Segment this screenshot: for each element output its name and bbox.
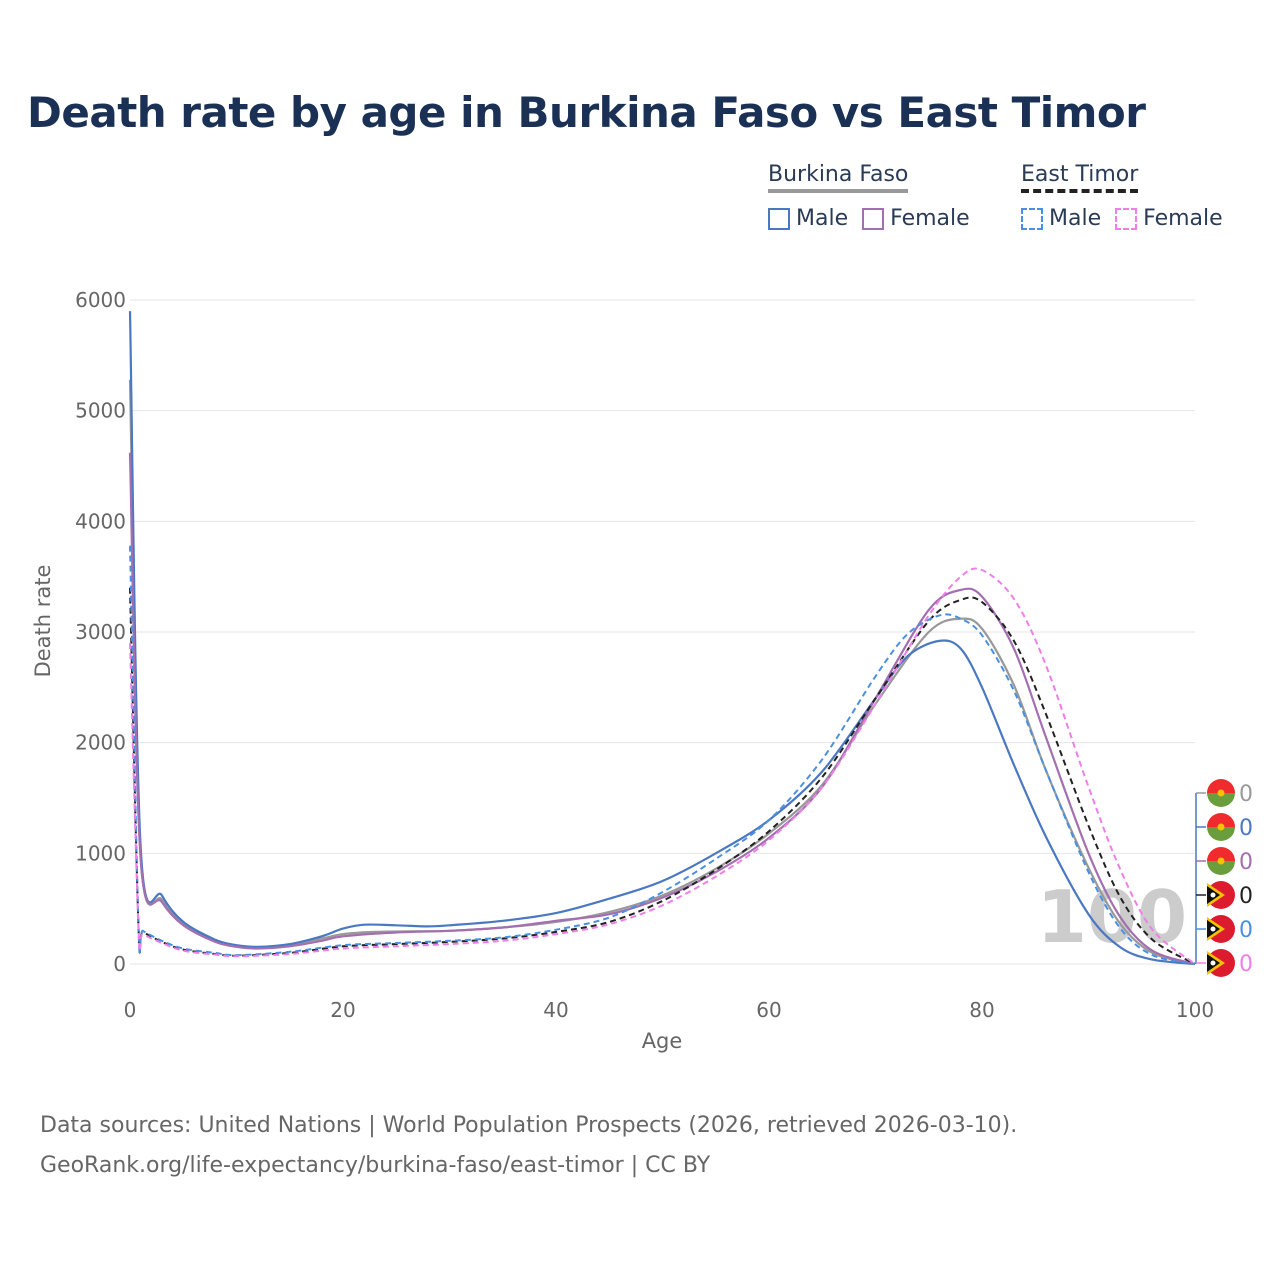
flag-timor-star xyxy=(1210,892,1216,898)
flag-burkina-star xyxy=(1217,823,1225,831)
end-marker-2: 0 xyxy=(1196,847,1253,875)
legend-group-burkina-faso: Burkina Faso Male Female xyxy=(768,162,970,231)
series-line-burkina-faso-female[interactable] xyxy=(128,452,1196,966)
y-tick-label-3000: 3000 xyxy=(75,620,126,644)
y-tick-label-0: 0 xyxy=(113,952,126,976)
legend-swatch-burkina-male xyxy=(768,207,790,230)
legend-label-timor-male: Male xyxy=(1049,206,1102,231)
series-lines xyxy=(128,311,1196,966)
legend-item-timor-male[interactable]: Male xyxy=(1021,206,1101,231)
end-marker-value: 0 xyxy=(1239,884,1253,909)
end-marker-1: 0 xyxy=(1196,813,1253,841)
x-tick-label-40: 40 xyxy=(543,998,568,1022)
end-marker-value: 0 xyxy=(1239,816,1253,841)
x-axis-ticks: 0 20 40 60 80 100 xyxy=(124,998,1214,1022)
legend-item-timor-female[interactable]: Female xyxy=(1115,206,1223,231)
legend-label-burkina-female: Female xyxy=(890,206,970,231)
flag-burkina-red xyxy=(1207,813,1235,827)
end-marker-value: 0 xyxy=(1239,850,1253,875)
footer-link[interactable]: GeoRank.org/life-expectancy/burkina-faso… xyxy=(40,1153,711,1178)
end-markers: 0 0 0 0 0 0 xyxy=(1195,779,1253,977)
y-tick-label-6000: 6000 xyxy=(75,288,126,312)
flag-burkina-star xyxy=(1217,857,1225,865)
legend-items-burkina-faso: Male Female xyxy=(768,206,970,231)
legend-group-east-timor: East Timor Male Female xyxy=(1021,162,1223,231)
series-line-east-timor-male[interactable] xyxy=(129,545,1196,965)
legend-swatch-burkina-female xyxy=(862,207,885,230)
legend-item-burkina-female[interactable]: Female xyxy=(862,206,970,231)
chart-title: Death rate by age in Burkina Faso vs Eas… xyxy=(27,88,1146,137)
x-tick-label-60: 60 xyxy=(756,998,781,1022)
legend-label-timor-female: Female xyxy=(1143,206,1223,231)
flag-burkina-green xyxy=(1207,793,1235,807)
series-line-east-timor-female[interactable] xyxy=(129,567,1196,965)
flag-burkina-green xyxy=(1207,861,1235,875)
flag-burkina-green xyxy=(1207,827,1235,841)
y-axis-title: Death rate xyxy=(31,565,55,678)
flag-timor-star xyxy=(1210,926,1216,932)
y-tick-label-5000: 5000 xyxy=(75,399,126,423)
end-marker-0: 0 xyxy=(1196,779,1253,807)
legend-items-east-timor: Male Female xyxy=(1021,206,1223,231)
footer: Data sources: United Nations | World Pop… xyxy=(40,1106,1017,1186)
x-tick-label-0: 0 xyxy=(124,998,137,1022)
y-tick-label-2000: 2000 xyxy=(75,731,126,755)
flag-burkina-red xyxy=(1207,779,1235,793)
end-marker-value: 0 xyxy=(1239,952,1253,977)
footer-sources: Data sources: United Nations | World Pop… xyxy=(40,1113,1018,1138)
end-marker-3: 0 xyxy=(1196,881,1253,909)
series-line-burkina-faso-male[interactable] xyxy=(128,311,1196,966)
end-marker-value: 0 xyxy=(1239,918,1253,943)
y-tick-label-1000: 1000 xyxy=(75,841,126,865)
grid-lines xyxy=(130,299,1195,965)
series-line-east-timor-total[interactable] xyxy=(129,587,1196,965)
legend-swatch-timor-female xyxy=(1115,207,1138,230)
end-marker-5: 0 xyxy=(1196,949,1253,977)
legend-item-burkina-male[interactable]: Male xyxy=(768,206,848,231)
series-line-burkina-faso-total[interactable] xyxy=(128,379,1196,966)
x-tick-label-20: 20 xyxy=(330,998,355,1022)
x-tick-label-80: 80 xyxy=(969,998,994,1022)
y-axis-ticks: 0 1000 2000 3000 4000 5000 6000 xyxy=(75,288,126,976)
legend-label-burkina-male: Male xyxy=(796,206,849,231)
y-tick-label-4000: 4000 xyxy=(75,509,126,533)
end-marker-value: 0 xyxy=(1239,782,1253,807)
end-marker-4: 0 xyxy=(1196,915,1253,943)
x-axis-title: Age xyxy=(642,1029,683,1053)
x-tick-label-100: 100 xyxy=(1176,998,1214,1022)
flag-burkina-red xyxy=(1207,847,1235,861)
legend-head-east-timor: East Timor xyxy=(1021,162,1139,193)
flag-burkina-star xyxy=(1217,789,1225,797)
legend-swatch-timor-male xyxy=(1021,207,1043,230)
flag-timor-star xyxy=(1210,960,1216,966)
legend-head-burkina-faso: Burkina Faso xyxy=(768,162,909,193)
